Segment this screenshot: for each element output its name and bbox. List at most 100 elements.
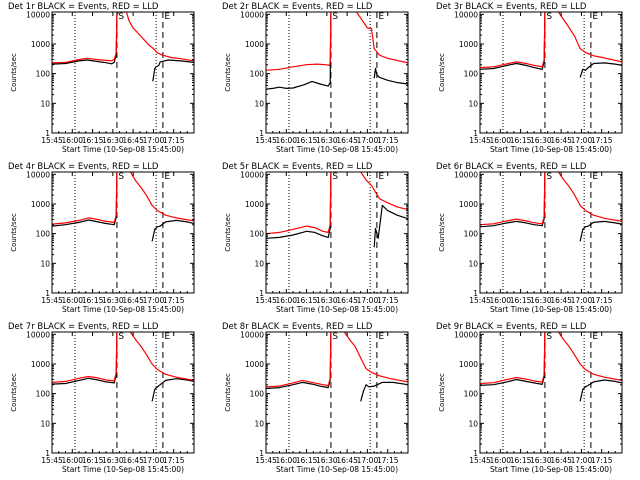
red-lld-line <box>52 332 118 383</box>
x-tick-label: 16:15 <box>510 296 532 305</box>
series-group <box>52 172 194 242</box>
x-tick-label: 16:30 <box>530 456 552 465</box>
red-lld-line <box>356 12 408 64</box>
y-tick-label: 1000 <box>459 360 478 369</box>
x-tick-label: 15:45 <box>255 136 277 145</box>
red-lld-line <box>266 172 332 235</box>
plot-frame <box>265 11 409 134</box>
x-tick-label: 16:30 <box>316 136 338 145</box>
x-tick-label: 16:15 <box>510 136 532 145</box>
x-tick-label: 16:15 <box>296 136 318 145</box>
y-tick-label: 10000 <box>240 330 264 339</box>
x-tick-label: 16:30 <box>102 456 124 465</box>
red-lld-line <box>125 12 194 62</box>
red-lld-line <box>343 332 408 383</box>
y-tick-label: 1000 <box>459 40 478 49</box>
y-tick-label: 1 <box>473 129 478 138</box>
marker-label: S <box>332 172 338 182</box>
x-tick-label: 16:15 <box>296 456 318 465</box>
x-tick-label: 16:00 <box>489 296 511 305</box>
x-tick-label: 16:00 <box>61 136 83 145</box>
x-tick-label: 16:00 <box>489 136 511 145</box>
x-axis-label: Start Time (10-Sep-08 15:45:00) <box>62 145 184 154</box>
black-events-line <box>579 62 622 78</box>
x-tick-label: 15:45 <box>41 136 63 145</box>
y-tick-label: 10000 <box>26 330 50 339</box>
x-tick-label: 15:45 <box>469 136 491 145</box>
y-axis-label: Counts/sec <box>438 373 446 412</box>
y-axis-label: Counts/sec <box>10 213 18 252</box>
x-tick-label: 16:00 <box>275 456 297 465</box>
x-tick-label: 16:30 <box>102 136 124 145</box>
red-lld-line <box>557 12 622 63</box>
y-tick-label: 1 <box>45 129 50 138</box>
x-tick-label: 15:45 <box>255 296 277 305</box>
y-tick-label: 10000 <box>26 170 50 179</box>
black-events-line <box>52 172 118 227</box>
black-events-line <box>152 59 194 82</box>
y-tick-label: 1 <box>473 289 478 298</box>
y-tick-label: 10 <box>254 259 264 268</box>
black-events-line <box>266 172 332 239</box>
x-tick-label: 16:30 <box>316 296 338 305</box>
marker-label: S <box>118 172 124 182</box>
marker-label: E <box>164 332 170 342</box>
x-tick-label: 17:15 <box>377 456 399 465</box>
series-group <box>480 172 622 242</box>
y-tick-label: 10000 <box>454 170 478 179</box>
y-tick-label: 100 <box>36 70 51 79</box>
plot-frame <box>479 11 623 134</box>
y-tick-label: 10 <box>40 259 50 268</box>
black-events-line <box>360 381 408 402</box>
marker-label: E <box>164 12 170 22</box>
x-tick-label: 17:00 <box>357 456 379 465</box>
x-tick-label: 16:00 <box>489 456 511 465</box>
y-tick-label: 1 <box>259 129 264 138</box>
y-axis-label: Counts/sec <box>438 213 446 252</box>
black-events-line <box>373 67 408 85</box>
series-group <box>266 12 408 90</box>
x-tick-label: 17:15 <box>591 136 613 145</box>
y-axis-label: Counts/sec <box>10 373 18 412</box>
panel-title: Det 2r BLACK = Events, RED = LLD <box>222 2 373 12</box>
red-lld-line <box>129 172 194 222</box>
series-group <box>52 332 194 402</box>
x-axis-label: Start Time (10-Sep-08 15:45:00) <box>276 465 398 474</box>
y-tick-label: 1000 <box>459 200 478 209</box>
x-tick-label: 17:15 <box>377 296 399 305</box>
plot-frame <box>51 11 195 134</box>
x-tick-label: 16:15 <box>82 456 104 465</box>
red-lld-line <box>480 332 546 385</box>
black-events-line <box>151 219 194 242</box>
y-tick-label: 100 <box>250 390 265 399</box>
black-events-line <box>373 204 408 248</box>
y-tick-label: 10 <box>468 419 478 428</box>
y-tick-label: 1 <box>473 449 478 458</box>
marker-label: E <box>592 172 598 182</box>
x-tick-label: 16:30 <box>316 456 338 465</box>
x-tick-label: 17:15 <box>591 296 613 305</box>
marker-label: E <box>378 172 384 182</box>
panel-title: Det 5r BLACK = Events, RED = LLD <box>222 162 373 172</box>
x-tick-label: 16:45 <box>336 456 358 465</box>
x-tick-label: 17:00 <box>571 456 593 465</box>
x-tick-label: 16:15 <box>510 456 532 465</box>
y-tick-label: 100 <box>464 230 479 239</box>
x-tick-label: 17:00 <box>357 136 379 145</box>
series-group <box>480 332 622 402</box>
x-axis-label: Start Time (10-Sep-08 15:45:00) <box>490 145 612 154</box>
marker-label: E <box>592 12 598 22</box>
x-tick-label: 16:30 <box>530 136 552 145</box>
y-tick-label: 1000 <box>31 40 50 49</box>
x-tick-label: 17:15 <box>591 456 613 465</box>
x-tick-label: 17:00 <box>357 296 379 305</box>
red-lld-line <box>557 172 622 222</box>
marker-label: S <box>118 332 124 342</box>
series-group <box>52 12 194 82</box>
y-tick-label: 100 <box>464 70 479 79</box>
